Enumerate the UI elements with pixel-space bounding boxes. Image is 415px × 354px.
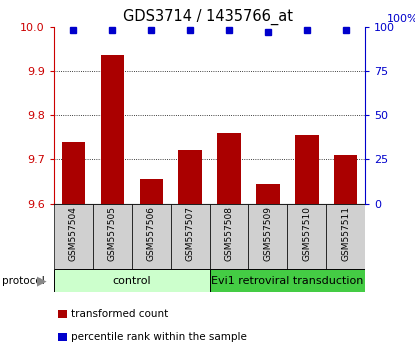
Text: transformed count: transformed count	[71, 309, 168, 319]
Text: ▶: ▶	[37, 274, 46, 287]
Text: GSM557511: GSM557511	[341, 206, 350, 261]
Bar	[139, 179, 163, 204]
Text: GSM557504: GSM557504	[69, 206, 78, 261]
Bar	[249, 204, 287, 269]
Text: protocol: protocol	[2, 275, 45, 286]
Text: GSM557508: GSM557508	[225, 206, 234, 261]
Bar	[62, 142, 85, 204]
Bar	[93, 204, 132, 269]
Text: GSM557509: GSM557509	[264, 206, 272, 261]
Bar	[326, 204, 365, 269]
Text: 100%: 100%	[386, 14, 415, 24]
Bar	[54, 204, 93, 269]
Bar	[210, 269, 365, 292]
Text: GDS3714 / 1435766_at: GDS3714 / 1435766_at	[122, 9, 293, 25]
Text: GSM557505: GSM557505	[108, 206, 117, 261]
Bar	[287, 204, 326, 269]
Bar	[178, 150, 202, 204]
Bar	[217, 133, 241, 204]
Text: GSM557506: GSM557506	[147, 206, 156, 261]
Text: GSM557510: GSM557510	[303, 206, 311, 261]
Bar	[256, 184, 280, 204]
Text: GSM557507: GSM557507	[186, 206, 195, 261]
Bar	[334, 155, 357, 204]
Bar	[54, 269, 210, 292]
Bar	[295, 135, 319, 204]
Bar	[132, 204, 171, 269]
Text: control: control	[112, 275, 151, 286]
Bar	[101, 55, 124, 204]
Bar	[210, 204, 249, 269]
Bar	[171, 204, 210, 269]
Text: Evi1 retroviral transduction: Evi1 retroviral transduction	[211, 275, 364, 286]
Text: percentile rank within the sample: percentile rank within the sample	[71, 332, 247, 342]
